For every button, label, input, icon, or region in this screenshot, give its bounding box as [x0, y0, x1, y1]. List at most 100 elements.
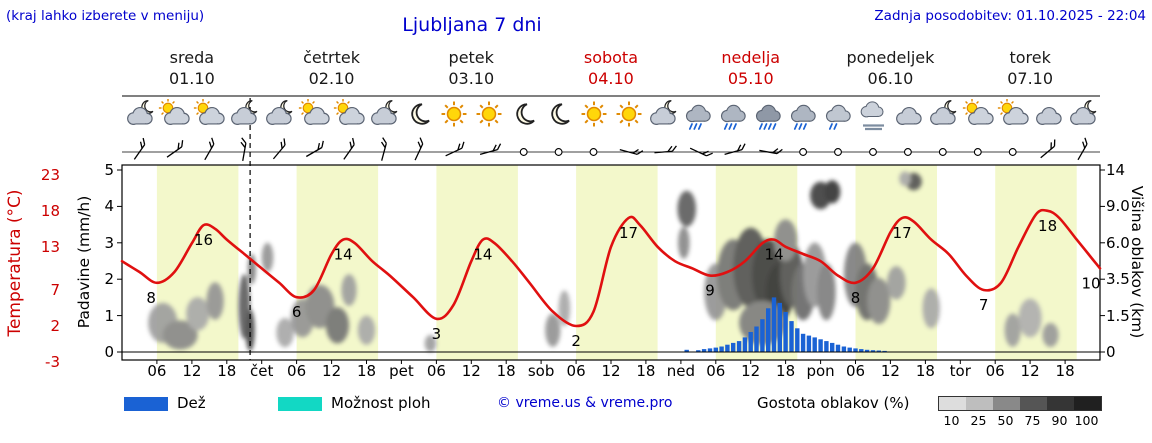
cloud-density-swatch-25: [966, 397, 993, 410]
weather-icon-moon-cloud: [646, 99, 680, 131]
location-hint: (kraj lahko izberete v meniju): [6, 8, 205, 24]
weather-icon-heavy-rain: [751, 99, 785, 131]
temperature-tick: 18: [40, 201, 60, 220]
precipitation-tick: 4: [104, 197, 114, 216]
svg-text:8: 8: [146, 289, 156, 307]
svg-text:14: 14: [334, 246, 353, 264]
x-axis-label: 12: [1020, 362, 1040, 380]
day-header-sreda: sreda 01.10: [122, 47, 262, 89]
day-header-četrtek: četrtek 02.10: [262, 47, 402, 89]
precipitation-tick: 3: [104, 233, 114, 252]
day-date: 02.10: [308, 69, 355, 88]
temperature-tick: 23: [40, 165, 60, 184]
cloud-density-legend-label: Gostota oblakov (%): [757, 394, 910, 412]
x-axis-label: 18: [915, 362, 935, 380]
weather-icon-sun-cloud: [192, 98, 226, 131]
cloud-density-tick: 10: [943, 413, 960, 428]
day-name: ponedeljek: [846, 48, 935, 67]
weather-icon-cloud: [1031, 99, 1065, 131]
cloud-density-swatch-50: [993, 397, 1020, 410]
day-name: sreda: [169, 48, 215, 67]
x-axis-label: 18: [776, 362, 796, 380]
cloud-density-scale: [938, 396, 1102, 411]
svg-text:9: 9: [705, 282, 715, 300]
weather-icon-rain: [786, 99, 820, 131]
svg-text:2: 2: [571, 332, 581, 350]
day-header-ponedeljek: ponedeljek 06.10: [821, 47, 961, 89]
day-name: torek: [1009, 48, 1051, 67]
day-header-torek: torek 07.10: [960, 47, 1100, 89]
precipitation-tick: 5: [104, 161, 114, 179]
x-axis-label: 06: [566, 362, 586, 380]
showers-legend-label: Možnost ploh: [331, 394, 431, 412]
x-axis-label: pet: [389, 362, 414, 380]
day-header-petek: petek 03.10: [401, 47, 541, 89]
weather-icon-moon-cloud: [367, 99, 401, 131]
x-axis-label: 18: [496, 362, 516, 380]
x-axis-label: 12: [461, 362, 481, 380]
day-header-sobota: sobota 04.10: [541, 47, 681, 89]
cloud-height-tick: 6.0: [1106, 233, 1130, 252]
cloud-height-tick: 9.0: [1106, 197, 1130, 216]
credit-link[interactable]: © vreme.us & vreme.pro: [497, 395, 673, 411]
weather-icon-sun-cloud: [297, 98, 331, 131]
x-axis-label: 12: [741, 362, 761, 380]
last-update-timestamp: Zadnja posodobitev: 01.10.2025 - 22:04: [874, 8, 1146, 24]
weather-icon-sun: [472, 99, 506, 131]
x-axis-label: sob: [527, 362, 555, 380]
rain-legend-label: Dež: [177, 394, 206, 412]
weather-icon-sun-cloud: [996, 98, 1030, 131]
day-name: četrtek: [303, 48, 360, 67]
weather-icon-drizzle: [821, 99, 855, 131]
weather-icon-sun: [577, 99, 611, 131]
x-axis-label: 06: [706, 362, 726, 380]
day-name: sobota: [583, 48, 639, 67]
x-axis-label: čet: [250, 362, 274, 380]
weather-icon-moon-cloud: [262, 99, 296, 131]
cloud-density-scale-ticks: 10 25 50 75 90 100: [938, 413, 1100, 428]
x-axis-label: pon: [806, 362, 835, 380]
day-date: 05.10: [727, 69, 774, 88]
cloud-density-swatch-75: [1020, 397, 1047, 410]
page-title: Ljubljana 7 dni: [402, 14, 542, 36]
cloud-density-swatch-90: [1047, 397, 1074, 410]
weather-icon-fog: [856, 99, 890, 131]
x-axis-label: 12: [880, 362, 900, 380]
svg-text:17: 17: [893, 224, 912, 242]
x-axis-label: 18: [217, 362, 237, 380]
weather-icon-sun-cloud: [332, 98, 366, 131]
temperature-tick: 2: [50, 317, 60, 335]
svg-text:14: 14: [764, 246, 783, 264]
x-axis-label: 06: [147, 362, 167, 380]
weather-icon-sun-cloud: [961, 98, 995, 131]
weather-icon-moon-cloud: [123, 99, 157, 131]
day-date: 07.10: [1007, 69, 1054, 88]
weather-icon-sun-cloud: [157, 98, 191, 131]
cloud-density-tick: 90: [1051, 413, 1068, 428]
weather-icon-moon: [507, 99, 541, 131]
temperature-tick: -3: [45, 353, 60, 371]
cloud-height-tick: 3.5: [1106, 270, 1130, 289]
x-axis-label: 06: [287, 362, 307, 380]
x-axis-label: 12: [182, 362, 202, 380]
weather-icon-moon-cloud: [227, 99, 261, 131]
cloud-density-tick: 100: [1074, 413, 1099, 428]
cloud-density-swatch-100: [1074, 397, 1101, 410]
svg-text:6: 6: [292, 303, 302, 321]
precipitation-tick: 2: [104, 270, 114, 289]
cloud-density-tick: 50: [997, 413, 1014, 428]
svg-text:7: 7: [979, 296, 989, 314]
x-axis-label: 18: [636, 362, 656, 380]
precipitation-tick: 1: [104, 306, 114, 325]
weather-icon-moon: [402, 99, 436, 131]
svg-text:14: 14: [473, 246, 492, 264]
x-axis-label: 12: [601, 362, 621, 380]
weather-icon-cloud: [891, 99, 925, 131]
day-date: 01.10: [168, 69, 215, 88]
cloud-height-tick: 1.5: [1106, 306, 1130, 325]
svg-text:16: 16: [194, 231, 213, 249]
rain-legend-swatch: [124, 397, 168, 411]
day-header-nedelja: nedelja 05.10: [681, 47, 821, 89]
showers-legend-swatch: [278, 397, 322, 411]
